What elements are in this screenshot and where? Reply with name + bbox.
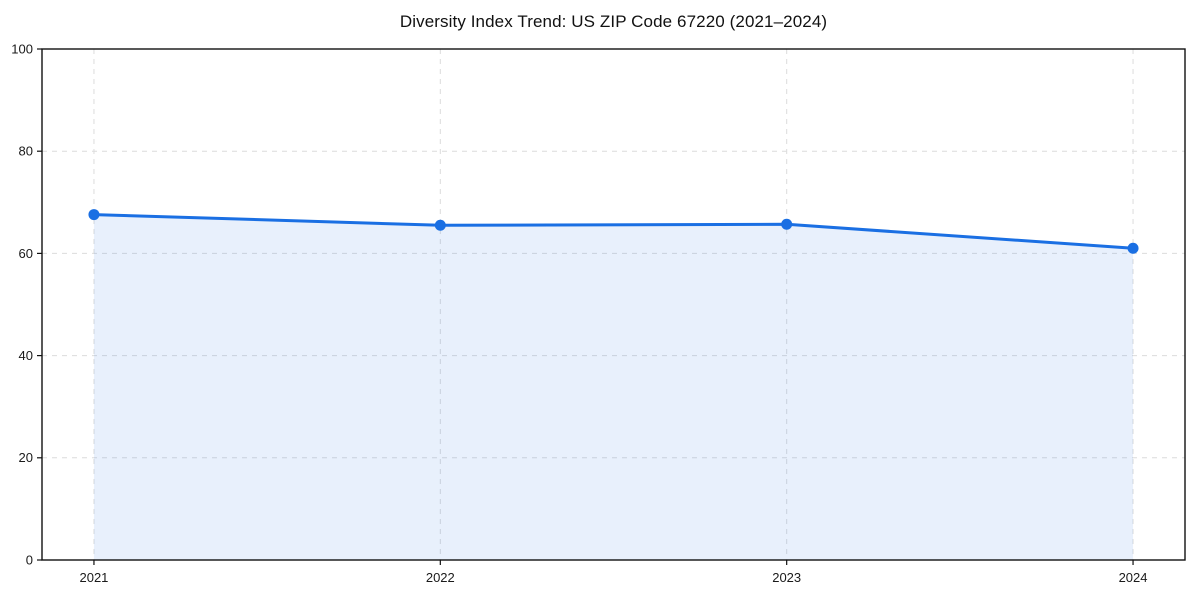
y-tick-label: 80	[19, 144, 33, 159]
data-point-2023	[781, 218, 793, 230]
x-tick-label: 2024	[1119, 570, 1148, 585]
x-tick-label: 2023	[772, 570, 801, 585]
data-point-2021	[88, 209, 100, 221]
area-fill	[93, 214, 1134, 560]
x-tick-label: 2022	[426, 570, 455, 585]
y-tick-label: 0	[26, 552, 33, 567]
y-tick-label: 60	[19, 246, 33, 261]
trend-line	[92, 213, 1135, 250]
data-point-2024	[1127, 242, 1139, 254]
data-point-2022	[434, 219, 446, 231]
axes-spines	[41, 48, 1186, 561]
y-tick-label: 100	[11, 41, 33, 56]
chart-title: Diversity Index Trend: US ZIP Code 67220…	[399, 12, 828, 31]
y-tick-label: 40	[19, 348, 33, 363]
y-tick-label: 20	[19, 450, 33, 465]
x-tick-label: 2021	[79, 570, 108, 585]
